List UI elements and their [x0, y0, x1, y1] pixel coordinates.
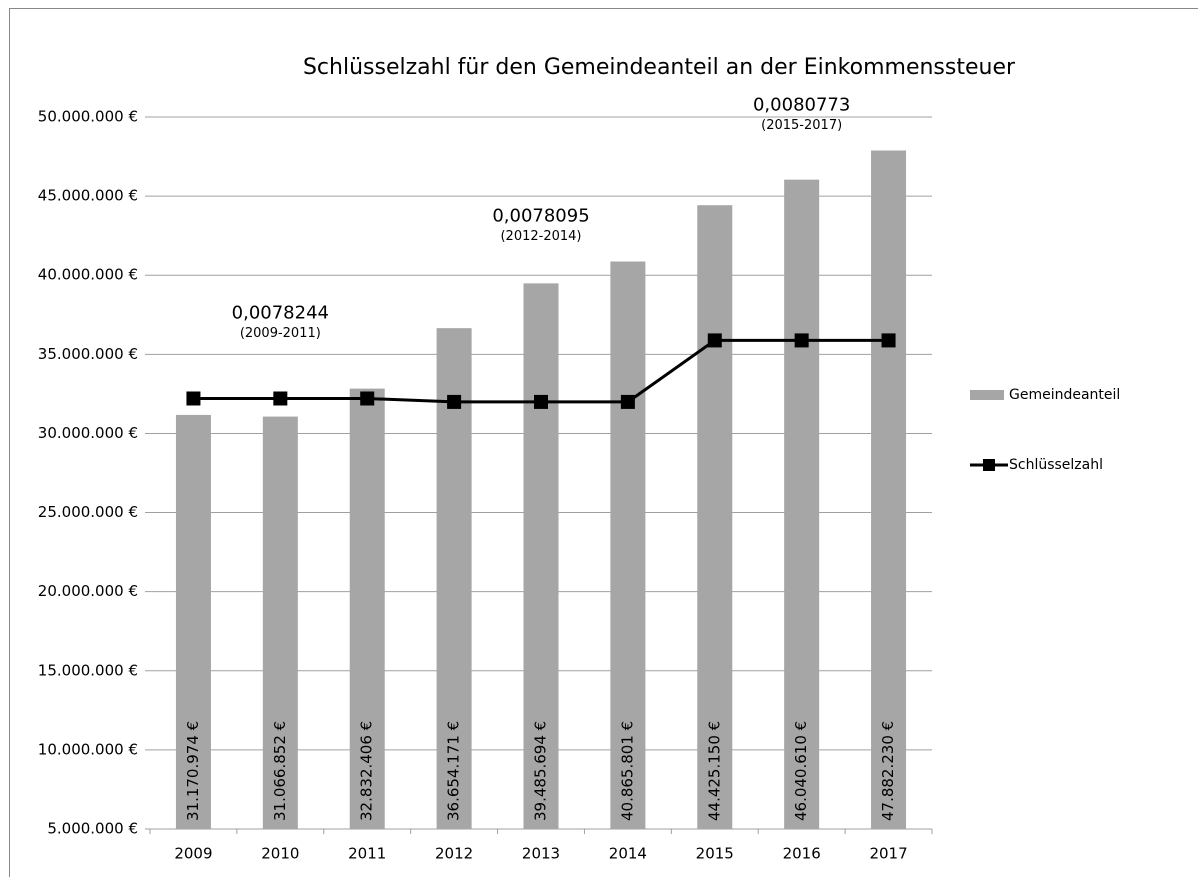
y-tick-label: 5.000.000 € — [47, 820, 138, 838]
x-tick-label: 2012 — [435, 845, 473, 863]
y-tick-label: 35.000.000 € — [38, 345, 138, 363]
x-tick-label: 2013 — [522, 845, 560, 863]
bar-value-label: 31.170.974 € — [184, 721, 202, 821]
legend-swatch — [983, 459, 995, 471]
bar — [610, 261, 646, 829]
bar-value-label: 46.040.610 € — [792, 721, 810, 821]
line-marker — [447, 394, 462, 409]
y-tick-label: 25.000.000 € — [38, 503, 138, 521]
y-tick-label: 50.000.000 € — [38, 108, 138, 126]
y-tick-label: 45.000.000 € — [38, 187, 138, 205]
line-marker — [707, 333, 722, 348]
line-marker — [186, 391, 201, 406]
y-tick-label: 10.000.000 € — [38, 740, 138, 758]
annotation-period: (2012-2014) — [500, 229, 581, 244]
line-marker — [273, 391, 288, 406]
y-tick-label: 30.000.000 € — [38, 424, 138, 442]
bar-value-label: 44.425.150 € — [705, 721, 723, 821]
y-tick-label: 15.000.000 € — [38, 661, 138, 679]
bar — [175, 414, 211, 829]
line-marker — [881, 333, 896, 348]
chart-title: Schlüsselzahl für den Gemeindeanteil an … — [303, 55, 1016, 80]
bar — [871, 150, 907, 830]
bar — [262, 416, 298, 829]
annotation: 0,0078095 — [492, 206, 589, 227]
bar-value-label: 39.485.694 € — [532, 721, 550, 821]
legend-label: Gemeindeanteil — [1009, 387, 1120, 403]
line-marker — [534, 394, 548, 409]
x-tick-label: 2014 — [609, 845, 647, 863]
annotation: 0,0078244 — [232, 302, 329, 323]
y-tick-label: 20.000.000 € — [38, 582, 138, 600]
bar — [436, 328, 472, 829]
x-tick-label: 2015 — [696, 845, 734, 863]
bar — [349, 388, 385, 829]
bar-value-label: 47.882.230 € — [879, 721, 897, 821]
bar — [523, 283, 559, 829]
bar-value-label: 40.865.801 € — [618, 721, 636, 821]
line-marker — [794, 333, 809, 348]
x-tick-label: 2016 — [783, 845, 821, 863]
line-marker — [620, 394, 635, 409]
x-tick-label: 2009 — [174, 845, 212, 863]
y-tick-label: 40.000.000 € — [38, 266, 138, 284]
bar-value-label: 36.654.171 € — [445, 721, 463, 821]
bar — [697, 205, 733, 829]
annotation-period: (2009-2011) — [240, 326, 321, 341]
legend-swatch — [970, 390, 1004, 400]
annotation: 0,0080773 — [753, 95, 850, 116]
bar-value-label: 31.066.852 € — [271, 721, 289, 821]
x-tick-label: 2010 — [261, 845, 299, 863]
annotation-period: (2015-2017) — [761, 118, 842, 133]
line-marker — [360, 391, 375, 406]
x-tick-label: 2011 — [348, 845, 386, 863]
legend-label: Schlüsselzahl — [1009, 457, 1103, 473]
x-tick-label: 2017 — [869, 845, 907, 863]
bar-value-label: 32.832.406 € — [358, 721, 376, 821]
bar — [784, 179, 820, 829]
